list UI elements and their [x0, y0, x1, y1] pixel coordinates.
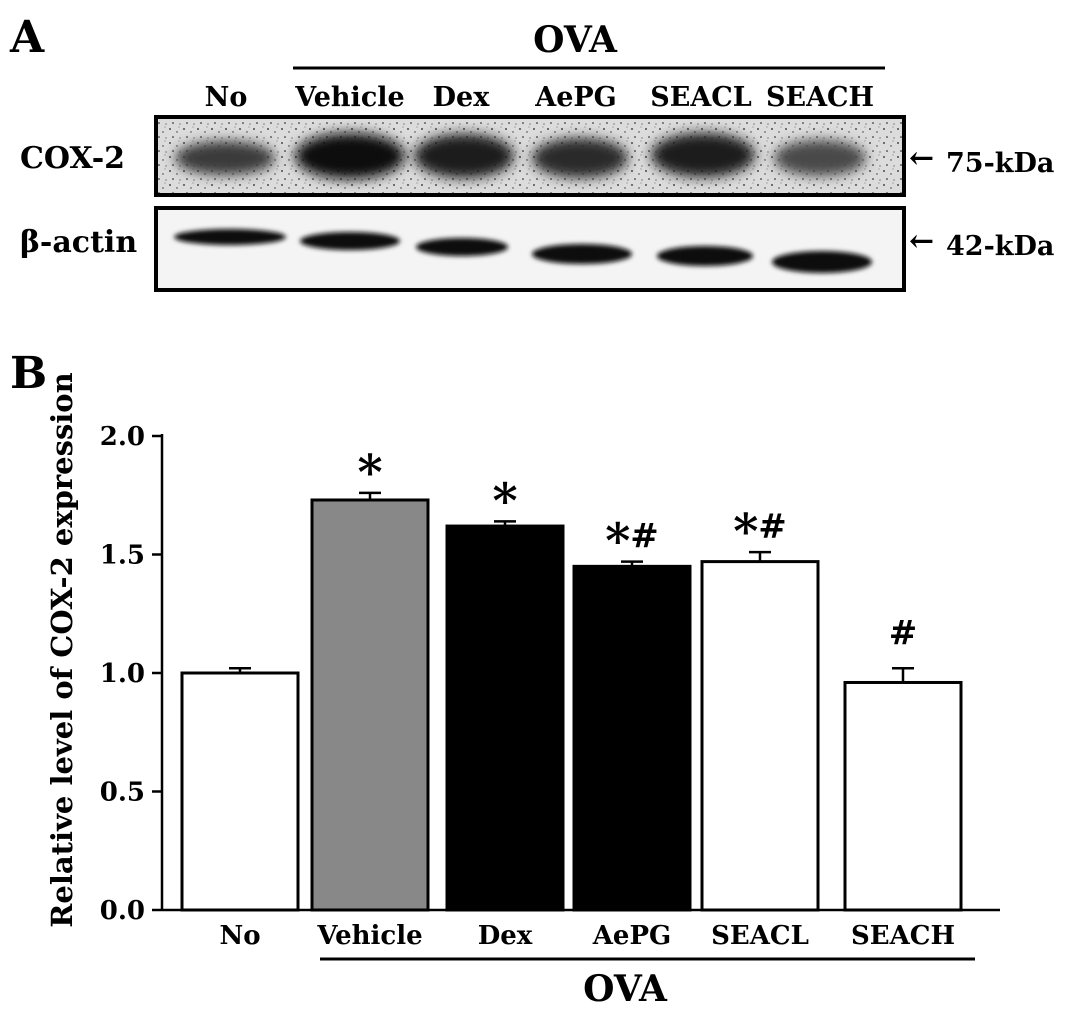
cox2-band-dex — [414, 134, 514, 178]
bar-seach — [843, 680, 963, 912]
y-tick-label: 1.0 — [100, 659, 145, 689]
x-axis-tick-labels: No Vehicle Dex AePG SEACL SEACH — [219, 921, 955, 951]
panel-b-letter: B — [10, 348, 47, 399]
ova-group-label-top: OVA — [533, 19, 618, 61]
bar-vehicle — [310, 498, 430, 912]
lane-label-aepg: AePG — [534, 82, 617, 113]
significance-annotation: *# — [605, 514, 659, 570]
significance-annotation: * — [357, 445, 382, 501]
cox2-band-aepg — [532, 138, 628, 178]
significance-annotation: *# — [733, 504, 787, 560]
bar-aepg — [572, 564, 692, 912]
blot-lane-labels: No Vehicle Dex AePG SEACL SEACH — [205, 82, 874, 113]
x-tick-label: Dex — [478, 921, 533, 951]
western-blot-panel: A OVA No Vehicle Dex AePG SEACL SEACH CO… — [9, 12, 1054, 292]
actin-size-label: 42-kDa — [946, 231, 1054, 262]
bar-no — [180, 671, 300, 912]
actin-bands — [174, 229, 872, 273]
cox2-band-seach — [774, 140, 866, 176]
x-tick-label: No — [219, 921, 260, 951]
y-tick-label: 2.0 — [100, 422, 145, 452]
x-tick-label: Vehicle — [316, 921, 422, 951]
significance-annotation: # — [889, 613, 918, 653]
actin-band-dex — [416, 238, 508, 256]
actin-row-label: β-actin — [20, 225, 137, 260]
y-tick-label: 1.5 — [100, 541, 145, 571]
cox2-band-no — [175, 141, 275, 175]
bar-dex — [445, 524, 565, 912]
cox2-bands — [175, 133, 866, 179]
actin-band-seacl — [657, 246, 753, 266]
cox2-row-label: COX-2 — [20, 141, 125, 176]
actin-band-aepg — [532, 244, 632, 264]
y-tick-label: 0.0 — [100, 896, 145, 926]
x-tick-label: SEACL — [711, 921, 809, 951]
cox2-arrow-icon: ← — [909, 141, 934, 176]
actin-band-vehicle — [300, 232, 400, 250]
actin-band-seach — [772, 251, 872, 273]
lane-label-dex: Dex — [433, 82, 491, 113]
lane-label-seacl: SEACL — [650, 82, 752, 113]
cox2-size-label: 75-kDa — [946, 148, 1054, 179]
x-tick-label: AePG — [592, 921, 671, 951]
bars-group: * * *# *# # — [180, 445, 963, 912]
panel-a-letter: A — [9, 12, 45, 63]
lane-label-no: No — [205, 82, 248, 113]
bar-seacl — [700, 560, 820, 912]
cox2-band-seacl — [651, 133, 755, 177]
y-axis-ticks: 0.0 0.5 1.0 1.5 2.0 — [100, 422, 162, 926]
actin-band-no — [174, 229, 286, 245]
y-tick-label: 0.5 — [100, 778, 145, 808]
cox2-band-vehicle — [295, 133, 405, 179]
x-tick-label: SEACH — [851, 921, 955, 951]
significance-annotation: * — [492, 473, 517, 529]
lane-label-seach: SEACH — [766, 82, 874, 113]
y-axis-label: Relative level of COX-2 expression — [45, 372, 79, 927]
actin-arrow-icon: ← — [909, 224, 934, 259]
ova-group-label-bottom: OVA — [583, 968, 668, 1010]
lane-label-vehicle: Vehicle — [294, 82, 404, 113]
actin-blot-background — [154, 206, 906, 292]
